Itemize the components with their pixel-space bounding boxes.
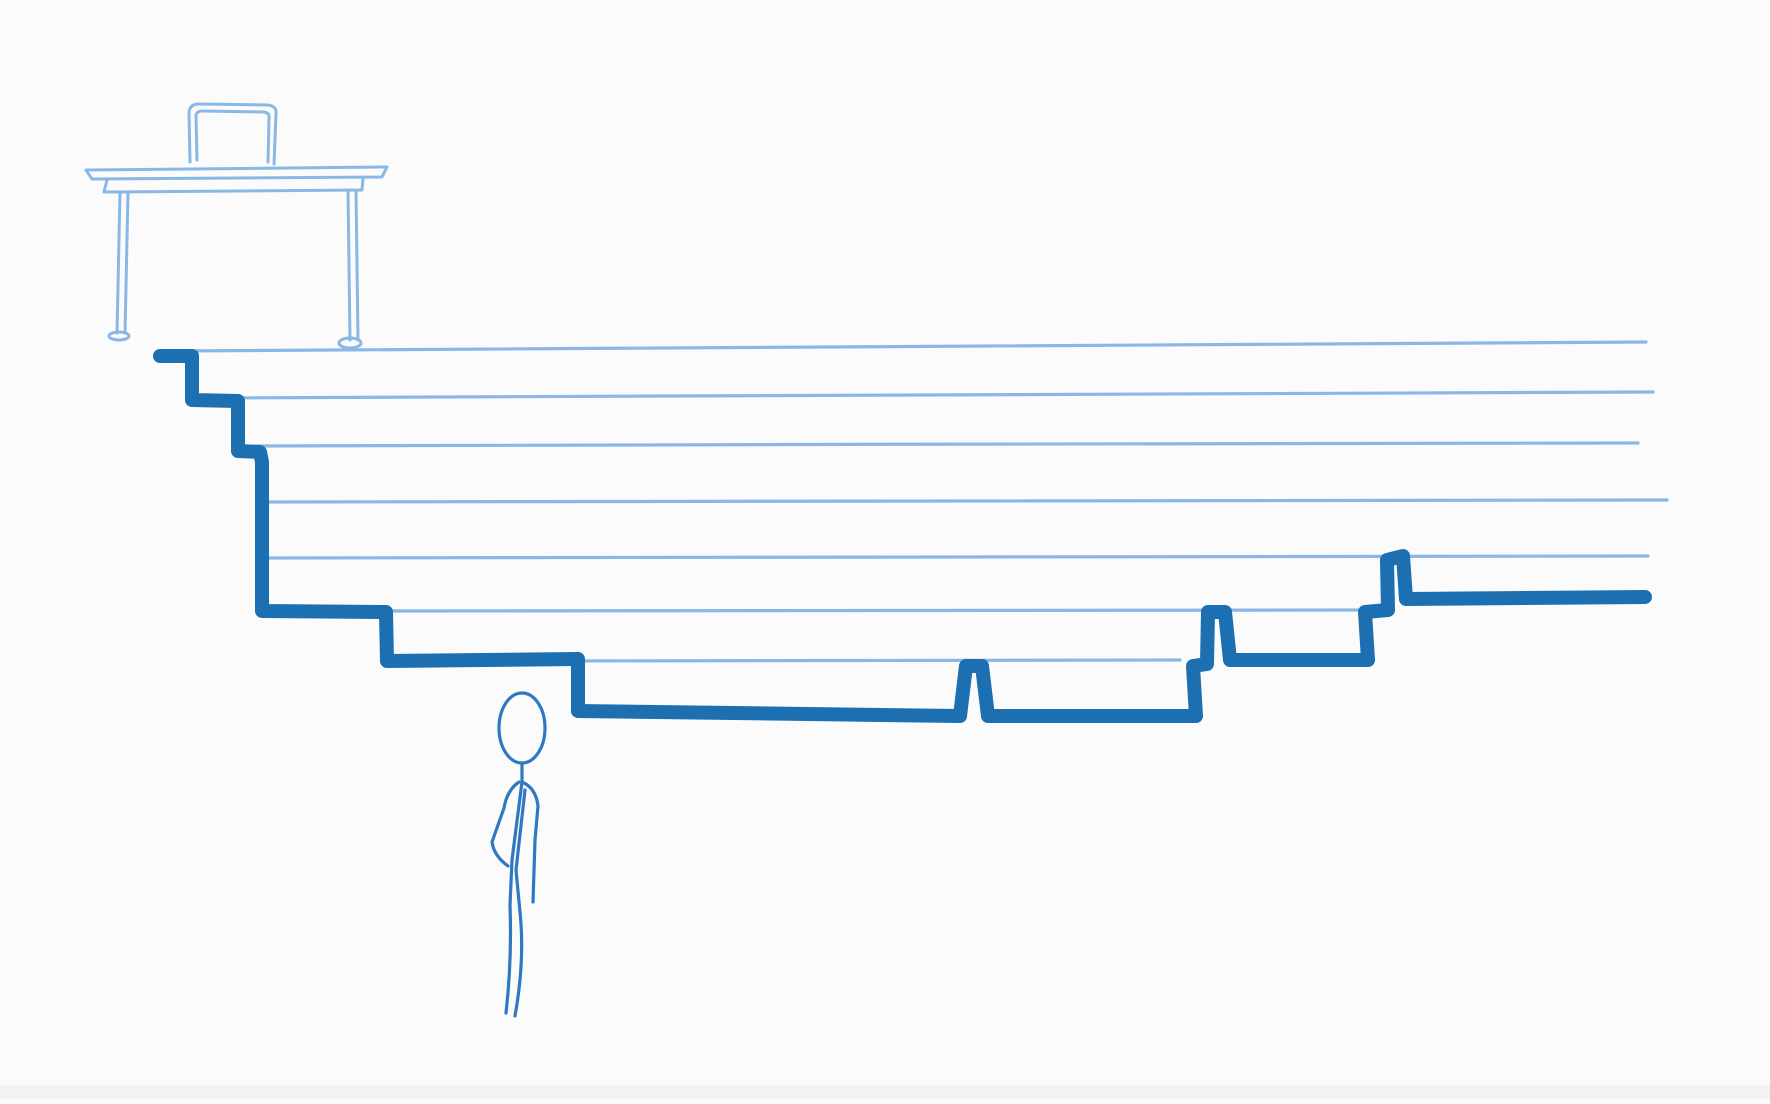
level-line-7 bbox=[528, 658, 1182, 663]
level-lines bbox=[168, 340, 1669, 663]
level-line-4 bbox=[258, 498, 1669, 504]
level-line-3 bbox=[253, 441, 1640, 448]
level-line-2 bbox=[213, 390, 1655, 400]
level-line-1 bbox=[168, 340, 1648, 353]
level-line-6 bbox=[348, 608, 1362, 613]
laptop-icon bbox=[187, 102, 278, 166]
desk-icon bbox=[84, 102, 389, 350]
staircase-path bbox=[153, 349, 1652, 723]
bottom-band bbox=[0, 1085, 1770, 1099]
head-icon bbox=[497, 691, 547, 765]
stick-figure-icon bbox=[490, 691, 547, 1018]
level-line-5 bbox=[258, 554, 1650, 560]
